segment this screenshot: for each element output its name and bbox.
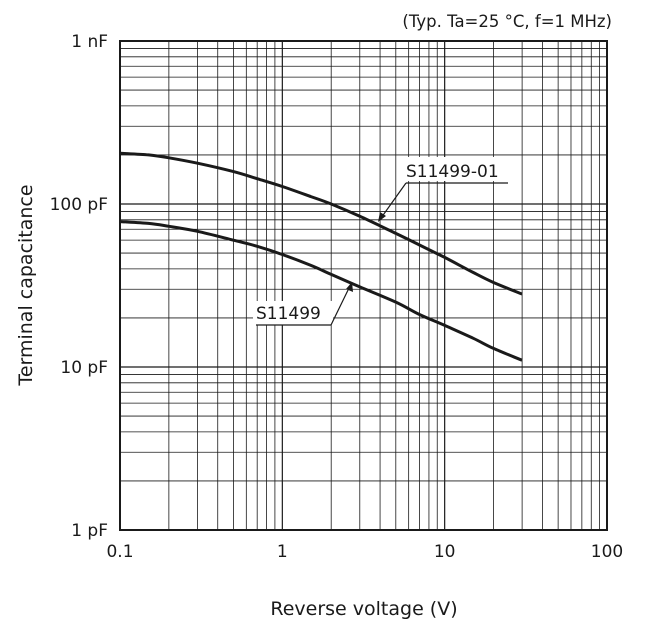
tick-labels: 0.1 1 10 100 1 pF 10 pF 100 pF 1 nF [50, 32, 624, 562]
x-axis-label: Reverse voltage (V) [270, 598, 457, 620]
series-label-s11499-01: S11499-01 [378, 157, 510, 222]
x-tick-label: 10 [434, 542, 456, 562]
series-line-s11499 [119, 220, 523, 362]
x-tick-label: 0.1 [106, 542, 133, 562]
chart-title: (Typ. Ta=25 °C, f=1 MHz) [402, 12, 612, 31]
data-curves [119, 151, 523, 362]
y-tick-label: 1 nF [71, 32, 108, 52]
y-tick-label: 1 pF [71, 521, 108, 541]
grid-lines [120, 41, 607, 530]
y-tick-label: 100 pF [50, 195, 108, 215]
series-label-s11499-text: S11499 [256, 304, 321, 324]
x-tick-label: 100 [591, 542, 623, 562]
series-label-s11499-01-text: S11499-01 [406, 162, 499, 182]
series-label-s11499: S11499 [253, 282, 353, 326]
plot-frame [119, 40, 608, 531]
x-tick-label: 1 [277, 542, 288, 562]
y-tick-label: 10 pF [60, 358, 108, 378]
y-axis-label: Terminal capacitance [15, 184, 37, 386]
series-line-s11499-01 [119, 151, 523, 296]
